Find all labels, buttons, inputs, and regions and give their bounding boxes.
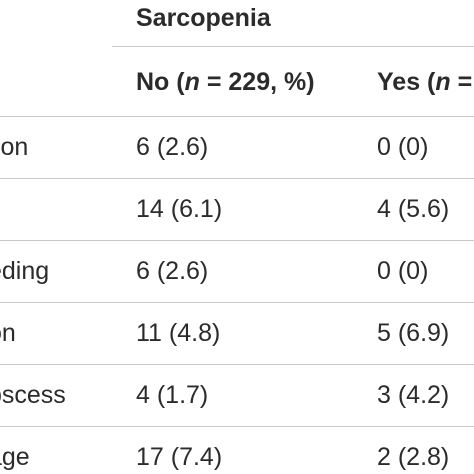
column-header-no-prefix: No ( xyxy=(136,68,185,96)
row-label: s xyxy=(0,189,1,229)
row-value-yes: 2 (2.8) xyxy=(377,443,450,471)
row-rule xyxy=(0,426,474,427)
row-value-no: 17 (7.4) xyxy=(136,443,223,471)
row-value-no: 6 (2.6) xyxy=(136,133,209,161)
row-rule xyxy=(0,240,474,241)
column-header-yes-rest: = xyxy=(450,68,473,96)
row-value-yes: 4 (5.6) xyxy=(377,195,450,223)
column-header-yes-prefix: Yes ( xyxy=(377,68,436,96)
row-value-no: 6 (2.6) xyxy=(136,257,209,285)
column-header-no: No (n = 229, %) xyxy=(136,62,315,102)
row-label: tion xyxy=(0,133,29,161)
row-value-no: 4 (1.7) xyxy=(136,381,209,409)
row-value-yes: 3 (4.2) xyxy=(377,381,450,409)
row-label: bscess xyxy=(0,381,66,409)
column-header-no-rest: = 229, %) xyxy=(199,68,315,96)
row-rule xyxy=(0,364,474,365)
header-rule xyxy=(0,116,474,117)
row-rule xyxy=(0,302,474,303)
row-label: age xyxy=(0,443,30,471)
row-value-yes: 5 (6.9) xyxy=(377,319,450,347)
row-value-no: 14 (6.1) xyxy=(136,195,223,223)
column-header-yes: Yes (n = xyxy=(377,62,472,102)
row-label: eding xyxy=(0,257,50,285)
column-header-yes-n: n xyxy=(435,68,451,96)
row-value-no: 11 (4.8) xyxy=(136,319,221,347)
group-header-sarcopenia: Sarcopenia xyxy=(136,4,271,32)
row-value-yes: 0 (0) xyxy=(377,133,429,161)
column-header-no-n: n xyxy=(184,68,200,96)
row-label: on xyxy=(0,319,16,347)
row-value-yes: 0 (0) xyxy=(377,257,429,285)
group-header-rule xyxy=(112,46,474,47)
row-rule xyxy=(0,178,474,179)
